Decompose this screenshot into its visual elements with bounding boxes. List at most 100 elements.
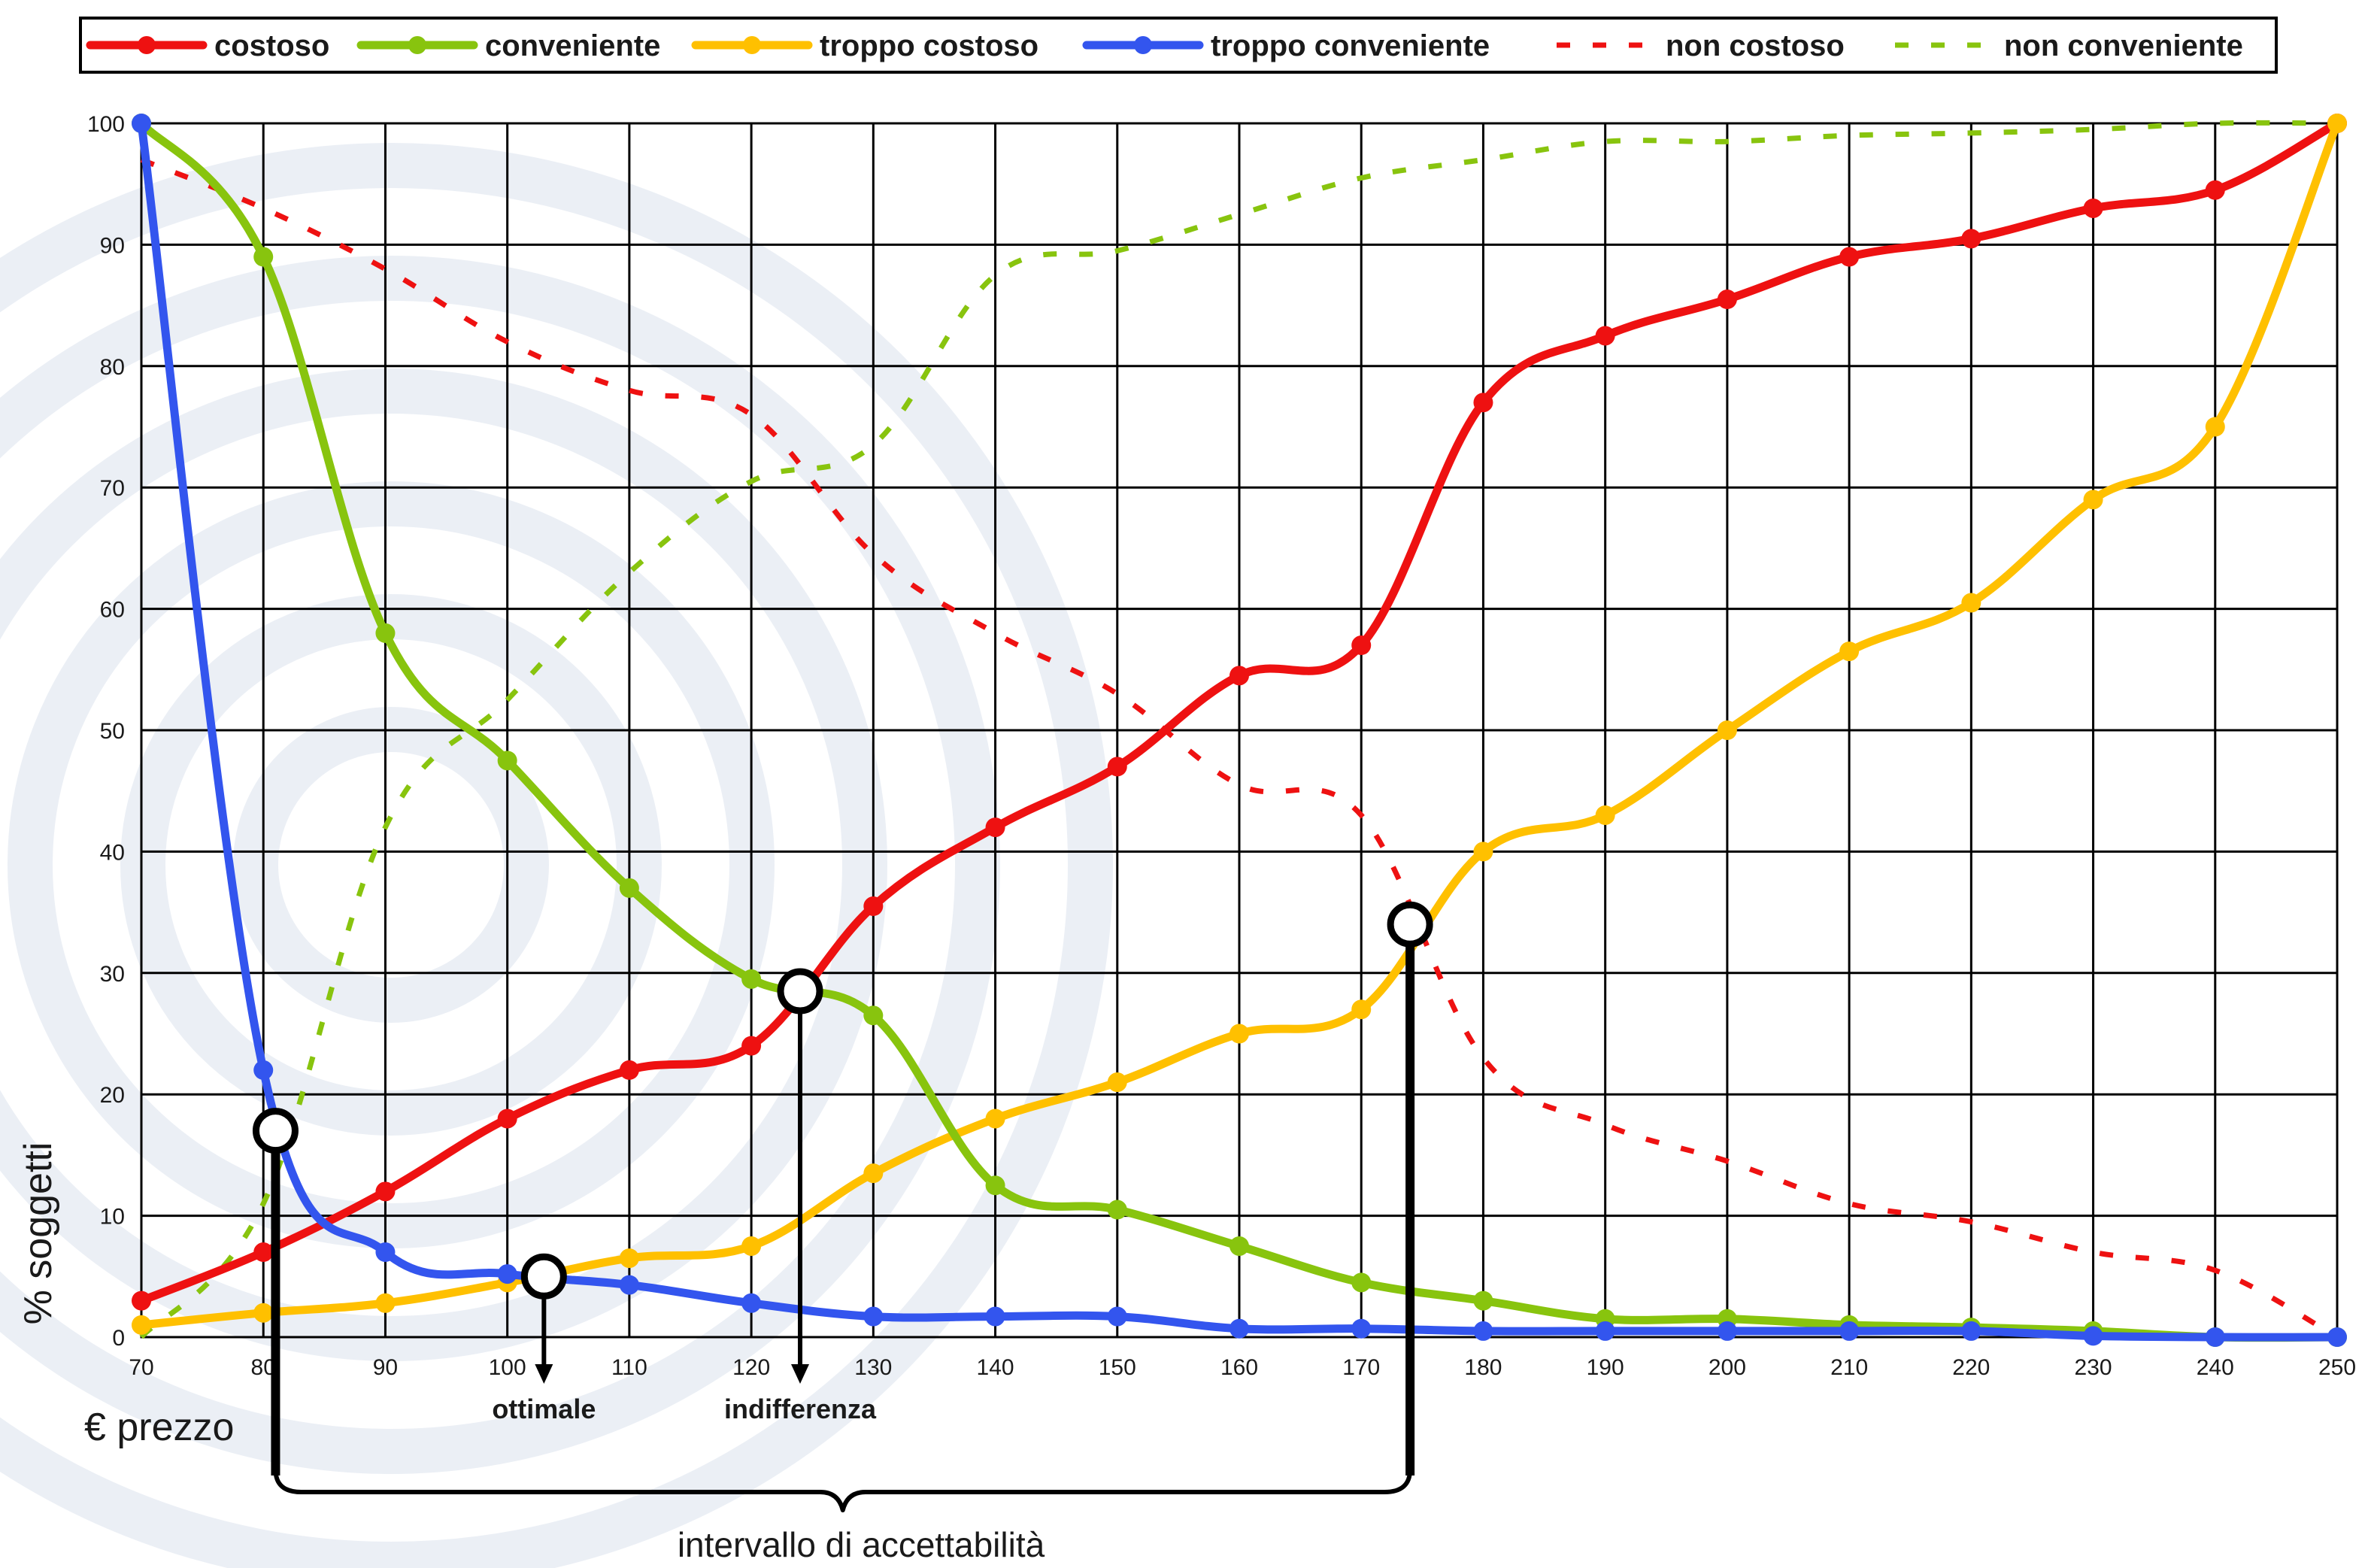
point-troppo-costoso-140: [985, 1109, 1005, 1129]
x-tick-label-190: 190: [1587, 1355, 1624, 1380]
point-costoso-240: [2205, 180, 2225, 200]
point-costoso-160: [1229, 666, 1249, 686]
point-troppo-conveniente-200: [1717, 1321, 1737, 1341]
point-costoso-220: [1961, 229, 1981, 249]
point-troppo-costoso-210: [1839, 641, 1860, 662]
point-troppo-costoso-150: [1107, 1072, 1127, 1093]
x-tick-label-70: 70: [129, 1355, 153, 1380]
point-costoso-130: [863, 896, 884, 917]
point-troppo-costoso-240: [2205, 417, 2225, 437]
point-costoso-120: [741, 1036, 762, 1056]
point-troppo-conveniente-80: [253, 1060, 274, 1080]
x-tick-label-140: 140: [977, 1355, 1014, 1380]
arrow-head-1: [791, 1364, 809, 1384]
point-conveniente-140: [985, 1175, 1005, 1196]
point-troppo-costoso-190: [1595, 805, 1615, 825]
series-line-non-conveniente: [139, 120, 2338, 1339]
point-costoso-90: [375, 1181, 396, 1202]
point-troppo-costoso-250: [2327, 114, 2347, 133]
point-costoso-140: [985, 817, 1005, 838]
point-costoso-80: [253, 1242, 274, 1263]
x-tick-label-130: 130: [854, 1355, 892, 1380]
x-tick-label-230: 230: [2075, 1355, 2112, 1380]
point-troppo-costoso-120: [741, 1236, 762, 1256]
acceptability-range-label: intervallo di accettabilità: [678, 1525, 1045, 1564]
point-troppo-costoso-70: [132, 1315, 151, 1335]
point-troppo-conveniente-180: [1473, 1321, 1493, 1341]
annotation-label-1: indifferenza: [724, 1394, 877, 1424]
point-conveniente-120: [741, 969, 762, 989]
point-troppo-conveniente-70: [132, 114, 151, 133]
y-tick-label-80: 80: [100, 355, 125, 380]
legend-label-non-conveniente: non conveniente: [2004, 29, 2243, 62]
y-tick-label-0: 0: [112, 1326, 125, 1351]
y-tick-label-70: 70: [100, 476, 125, 501]
point-costoso-190: [1595, 326, 1615, 346]
legend-marker-troppo-costoso: [743, 36, 761, 54]
legend-item-troppo-conveniente: troppo conveniente: [1082, 29, 1490, 62]
point-conveniente-180: [1473, 1290, 1493, 1311]
intersection-marker-4: [1387, 901, 1433, 948]
point-troppo-conveniente-220: [1961, 1321, 1981, 1341]
x-tick-label-160: 160: [1220, 1355, 1258, 1380]
y-tick-label-100: 100: [87, 112, 125, 137]
series-troppo-conveniente: [132, 114, 2347, 1347]
point-costoso-100: [497, 1109, 517, 1129]
point-conveniente-80: [253, 247, 274, 267]
y-axis-label: % soggetti: [17, 1142, 60, 1325]
x-tick-label-210: 210: [1830, 1355, 1868, 1380]
legend-item-costoso: costoso: [86, 29, 329, 62]
watermark-ring-5: [0, 256, 1000, 1474]
x-tick-label-250: 250: [2318, 1355, 2356, 1380]
x-tick-label-240: 240: [2197, 1355, 2234, 1380]
y-tick-label-40: 40: [100, 840, 125, 865]
y-tick-label-10: 10: [100, 1205, 125, 1230]
legend-item-troppo-costoso: troppo costoso: [691, 29, 1038, 62]
point-troppo-costoso-80: [253, 1303, 274, 1323]
point-troppo-conveniente-140: [985, 1306, 1005, 1327]
series-costoso: [132, 114, 2347, 1311]
x-tick-label-180: 180: [1464, 1355, 1502, 1380]
point-costoso-230: [2083, 198, 2103, 218]
watermark-ring-6: [0, 143, 1113, 1568]
point-conveniente-160: [1229, 1236, 1249, 1256]
point-costoso-170: [1351, 635, 1372, 656]
legend-item-non-costoso: non costoso: [1557, 29, 1845, 62]
chart-annotations: ottimale indifferenza: [252, 901, 1433, 1512]
legend-item-non-conveniente: non conveniente: [1895, 29, 2243, 62]
point-troppo-costoso-130: [863, 1163, 884, 1184]
x-tick-label-170: 170: [1342, 1355, 1380, 1380]
y-tick-label-20: 20: [100, 1083, 125, 1108]
x-tick-label-220: 220: [1952, 1355, 1990, 1380]
intersection-marker-3: [777, 968, 823, 1014]
legend-label-troppo-costoso: troppo costoso: [820, 29, 1038, 62]
point-troppo-conveniente-230: [2083, 1326, 2103, 1346]
point-costoso-110: [619, 1060, 639, 1080]
chart-grid: 70 80 90 100 110 120 130 140 150 160 170 180 190 200 2…: [87, 112, 2356, 1380]
point-conveniente-90: [375, 623, 396, 643]
point-troppo-conveniente-100: [497, 1264, 517, 1284]
legend-marker-costoso: [138, 36, 156, 54]
point-troppo-costoso-220: [1961, 593, 1981, 613]
x-tick-label-110: 110: [611, 1355, 647, 1380]
legend-label-non-costoso: non costoso: [1666, 29, 1845, 62]
point-conveniente-150: [1107, 1200, 1127, 1220]
point-troppo-conveniente-240: [2205, 1327, 2225, 1347]
point-troppo-conveniente-150: [1107, 1306, 1127, 1327]
intersection-marker-1: [252, 1108, 299, 1154]
point-troppo-conveniente-170: [1351, 1318, 1372, 1339]
legend-label-troppo-conveniente: troppo conveniente: [1211, 29, 1490, 62]
legend-label-costoso: costoso: [214, 29, 329, 62]
chart-axes: % soggetti € prezzo intervallo di accett…: [17, 1142, 1045, 1564]
point-troppo-costoso-230: [2083, 490, 2103, 510]
point-costoso-180: [1473, 393, 1493, 413]
point-costoso-150: [1107, 757, 1127, 777]
watermark-ring-2: [120, 594, 662, 1136]
x-tick-label-150: 150: [1099, 1355, 1136, 1380]
legend-label-conveniente: conveniente: [485, 29, 660, 62]
point-troppo-costoso-110: [619, 1248, 639, 1269]
watermark-ring-1: [233, 707, 549, 1023]
point-troppo-costoso-180: [1473, 842, 1493, 862]
point-troppo-costoso-200: [1717, 720, 1737, 740]
